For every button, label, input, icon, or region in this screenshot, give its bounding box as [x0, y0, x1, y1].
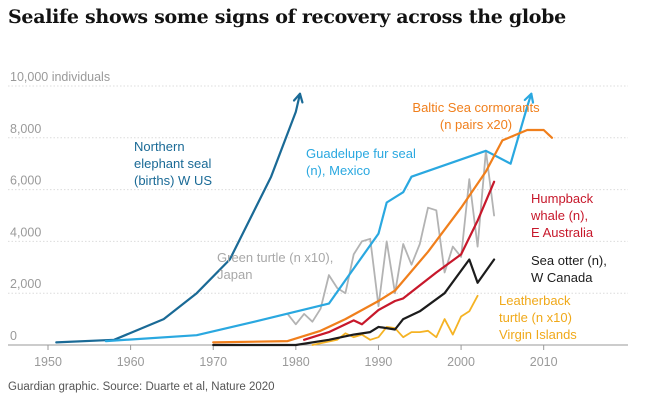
series-label: Sea otter (n), W Canada [531, 253, 607, 285]
series-label: Green turtle (n x10), Japan [217, 250, 333, 282]
series-label-line: (births) W US [134, 173, 212, 188]
x-tick-label: 2010 [530, 355, 558, 369]
series-line [303, 180, 496, 341]
x-tick-label: 1950 [34, 355, 62, 369]
series-label: Baltic Sea cormorants (n pairs x20) [412, 100, 540, 132]
series-line [212, 258, 496, 347]
y-tick-label: 6,000 [10, 174, 41, 188]
series-arrow [292, 92, 304, 104]
y-tick-label: 4,000 [10, 225, 41, 239]
series-label-line: whale (n), [530, 208, 588, 223]
x-tick-label: 2000 [447, 355, 475, 369]
series-lines [55, 92, 554, 347]
series-label-line: (n pairs x20) [440, 117, 512, 132]
series-labels: Northern elephant seal (births) W US Guadel… [134, 100, 607, 342]
x-axis: 1950 1960 1970 1980 1990 2000 2010 [34, 345, 558, 369]
x-tick-label: 1970 [199, 355, 227, 369]
series-label-line: Japan [217, 267, 252, 282]
y-tick-label: 2,000 [10, 277, 41, 291]
series-label: Leatherback turtle (n x10) Virgin Islands [499, 293, 577, 342]
y-tick-label: 0 [10, 329, 17, 343]
series-label-line: Virgin Islands [499, 327, 577, 342]
source-note: Guardian graphic. Source: Duarte et al, … [8, 381, 275, 393]
series-line [55, 92, 302, 344]
series-label-line: Guadelupe fur seal [306, 146, 416, 161]
y-axis-labels: 0 2,000 4,000 6,000 8,000 10,000 individuals [10, 70, 110, 343]
series-label-line: Leatherback [499, 293, 571, 308]
series-label-line: turtle (n x10) [499, 310, 572, 325]
series-label: Guadelupe fur seal (n), Mexico [306, 146, 416, 178]
series-line [212, 128, 554, 344]
series-label-line: elephant seal [134, 156, 211, 171]
series-label-line: Baltic Sea cormorants [412, 100, 540, 115]
series-label: Northern elephant seal (births) W US [134, 139, 212, 188]
y-tick-label: 10,000 individuals [10, 70, 110, 84]
series-line [104, 92, 533, 343]
series-label: Humpback whale (n), E Australia [530, 191, 594, 240]
x-tick-label: 1960 [117, 355, 145, 369]
series-line [311, 294, 479, 346]
series-label-line: (n), Mexico [306, 163, 370, 178]
series-label-line: Northern [134, 139, 185, 154]
series-label-line: Sea otter (n), [531, 253, 607, 268]
gridlines [8, 85, 628, 346]
series-label-line: Humpback [531, 191, 594, 206]
x-tick-label: 1990 [365, 355, 393, 369]
y-tick-label: 8,000 [10, 122, 41, 136]
series-label-line: E Australia [531, 225, 594, 240]
series-label-line: W Canada [531, 270, 593, 285]
series-arrow [523, 92, 535, 104]
x-tick-label: 1980 [282, 355, 310, 369]
chart-title: Sealife shows some signs of recovery acr… [8, 6, 566, 28]
series-label-line: Green turtle (n x10), [217, 250, 333, 265]
